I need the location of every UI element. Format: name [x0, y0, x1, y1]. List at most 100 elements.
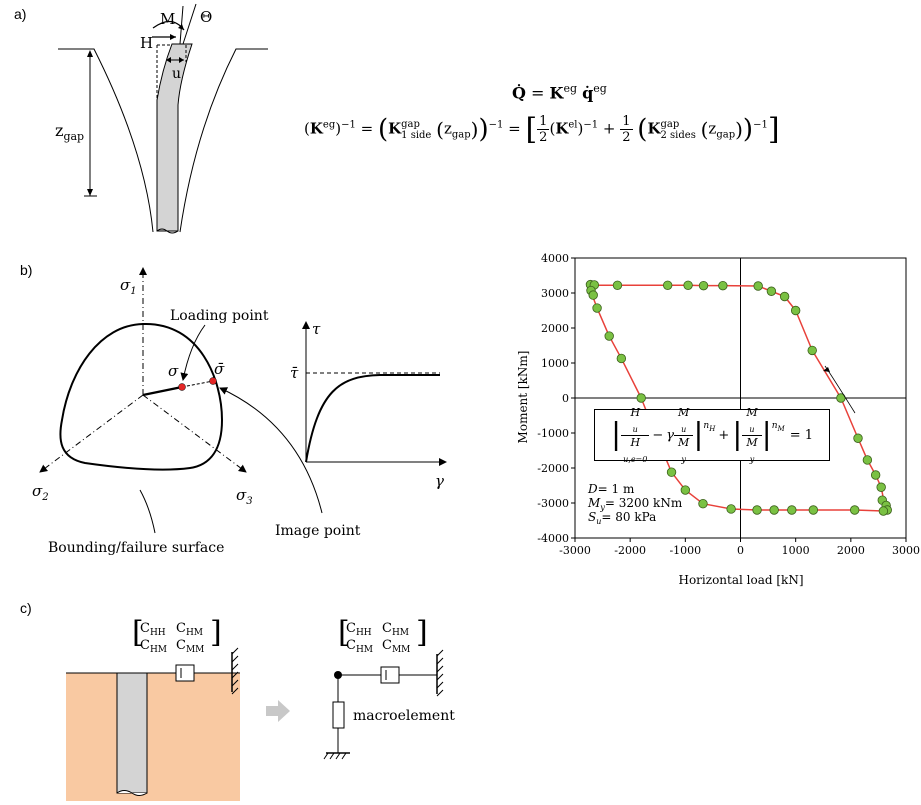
pile-in-soil	[116, 672, 148, 794]
loading-path	[142, 385, 183, 397]
data-point	[753, 281, 763, 291]
data-point	[752, 505, 762, 515]
data-point	[604, 331, 614, 341]
panel-label-a: a)	[14, 6, 27, 22]
pile-shaft	[156, 43, 193, 232]
y-tick-label: -1000	[537, 427, 569, 440]
rotation-axis	[182, 3, 197, 45]
bounding-surface	[59, 322, 224, 471]
y-tick-label: 4000	[541, 252, 569, 265]
depth-label: zgap	[55, 121, 84, 143]
sigma2-label: σ2	[32, 482, 49, 503]
image-point-callout	[219, 387, 323, 514]
transform-arrow	[266, 700, 290, 722]
data-point	[808, 505, 819, 515]
macroelement-diagram: macroelement [ CHH CHM CHM CMM ] [ CHH C…	[66, 615, 455, 796]
gap-right-boundary	[179, 48, 268, 233]
data-point	[766, 286, 777, 296]
rotation-label: Θ	[200, 8, 212, 26]
x-tick-label: 2000	[837, 544, 865, 557]
panel-label-c: c)	[20, 600, 32, 616]
svg-text:[: [	[338, 615, 350, 650]
data-point	[588, 290, 598, 300]
data-point	[726, 504, 736, 514]
svg-text:CHM: CHM	[346, 638, 373, 655]
y-tick-label: -3000	[537, 497, 569, 510]
formula-callout	[824, 365, 856, 414]
pile-gap-diagram: M Θ H u zgap	[55, 3, 268, 234]
sigma3-label: σ3	[236, 486, 253, 507]
gap-left-boundary	[58, 48, 154, 233]
svg-text:CHM: CHM	[140, 638, 167, 655]
sigma-label: σ	[168, 362, 179, 380]
svg-text:CHH: CHH	[140, 621, 166, 638]
data-point	[592, 303, 602, 313]
hardening-curve	[305, 374, 440, 463]
image-point-dot	[209, 377, 217, 385]
data-point	[698, 280, 709, 291]
svg-text:[: [	[132, 615, 144, 650]
data-point	[790, 305, 801, 316]
svg-text:CMM: CMM	[176, 638, 204, 655]
moment-load-chart: -3000 -2000 -1000 0 1000 2000 3000 4000 3000 2000…	[516, 252, 920, 587]
sigma1-label: σ1	[120, 276, 137, 297]
tau-label: τ	[312, 320, 321, 338]
dashpot-left	[175, 664, 195, 682]
surface-callout	[139, 489, 156, 534]
displacement-label: u	[172, 66, 181, 82]
loading-point-dot	[178, 383, 186, 391]
svg-text:CHH: CHH	[346, 621, 372, 638]
data-point	[787, 505, 797, 515]
svg-text:CMM: CMM	[382, 638, 410, 655]
moment-label: M	[160, 10, 175, 28]
data-point	[718, 280, 728, 291]
data-point	[779, 291, 790, 302]
x-tick-label: 3000	[892, 544, 920, 557]
y-tick-label: 0	[562, 392, 569, 405]
macroelement-label: macroelement	[353, 708, 455, 724]
dashpot-right	[380, 666, 400, 684]
sigma2-axis	[39, 394, 144, 473]
loading-point-callout	[180, 324, 206, 381]
param-D: D= 1 m	[587, 482, 635, 496]
data-point	[853, 433, 863, 443]
gamma-label: γ	[435, 472, 444, 490]
svg-text:]: ]	[416, 615, 428, 650]
image-projection	[181, 380, 214, 388]
y-tick-label: -4000	[537, 532, 569, 545]
surface-label: Bounding/failure surface	[48, 540, 224, 556]
data-point	[612, 280, 623, 291]
data-point	[849, 505, 860, 515]
y-tick-label: 1000	[541, 357, 569, 370]
y-tick-label: 2000	[541, 322, 569, 335]
svg-text:CHM: CHM	[176, 621, 203, 638]
x-tick-label: -1000	[669, 544, 701, 557]
tau-bar-label: τ̄	[290, 364, 299, 382]
ground-hatch	[323, 752, 347, 760]
panel-label-b: b)	[20, 262, 33, 278]
svg-text:]: ]	[210, 615, 222, 650]
data-point	[680, 485, 691, 495]
y-tick-label: 3000	[541, 287, 569, 300]
pile-bottom-cut	[156, 228, 179, 234]
svg-text:CHM: CHM	[382, 621, 409, 638]
data-point	[616, 353, 627, 364]
x-tick-label: -2000	[614, 544, 646, 557]
loading-point-label: Loading point	[170, 308, 269, 324]
param-My: My= 3200 kNm	[587, 496, 683, 512]
bounding-surface-diagram: σ1 σ2 σ3 Loading point σ σ̄ Image point …	[32, 267, 447, 556]
sigma3-axis	[142, 394, 247, 473]
equation-line-2: (Keg)−1 = (K gap 1 side (zgap))−1 = [1 2 (Ke…	[304, 112, 780, 147]
data-point	[666, 467, 677, 477]
x-tick-label: -3000	[559, 544, 591, 557]
horizontal-load-label: H	[140, 34, 153, 52]
data-point	[698, 498, 708, 509]
data-point	[876, 482, 886, 492]
chart-xlabel: Horizontal load [kN]	[678, 573, 803, 587]
wall-hatch-right	[436, 649, 444, 697]
param-Su: Su= 80 kPa	[588, 510, 656, 526]
damping-matrix-right: [ CHH CHM CHM CMM ]	[338, 615, 428, 655]
soil-block	[66, 673, 240, 801]
equation-line-1: Q̇ = Keg q̇eg	[512, 82, 607, 103]
